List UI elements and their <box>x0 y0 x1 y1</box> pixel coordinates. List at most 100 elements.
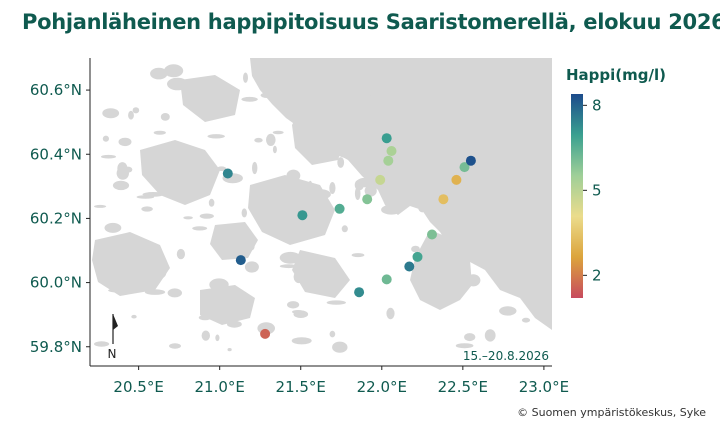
islet <box>369 92 381 97</box>
islet <box>309 260 329 273</box>
islet <box>297 110 310 117</box>
islet <box>369 94 376 101</box>
islet <box>295 137 314 144</box>
islet <box>218 228 225 239</box>
station-points <box>222 133 476 339</box>
islet <box>201 330 210 341</box>
islet <box>266 133 276 146</box>
station-point <box>427 229 437 240</box>
islet <box>416 155 422 164</box>
x-tick-label: 21.5°E <box>276 378 326 396</box>
islet <box>151 266 167 280</box>
y-tick-label: 60.6°N <box>30 81 82 99</box>
island-aland-side <box>92 232 170 296</box>
islet <box>329 182 336 194</box>
islet <box>411 245 420 253</box>
station-point <box>386 146 397 156</box>
islet <box>117 162 128 175</box>
islet <box>150 67 168 80</box>
island-south-2 <box>292 250 350 298</box>
islet <box>108 288 130 293</box>
islet <box>356 177 375 188</box>
islet <box>286 169 301 182</box>
islet <box>365 175 372 180</box>
islet <box>486 163 496 170</box>
islet <box>272 130 284 135</box>
islet <box>231 294 244 303</box>
islet <box>451 240 466 244</box>
station-point <box>438 194 449 205</box>
islet <box>293 270 304 284</box>
islet <box>216 166 227 171</box>
islet <box>244 261 259 273</box>
islet <box>227 348 232 352</box>
islet <box>291 337 312 345</box>
islet <box>386 307 395 320</box>
y-tick-label: 59.8°N <box>30 338 82 356</box>
islet <box>292 205 298 218</box>
island-center-1 <box>248 175 335 245</box>
islet <box>332 341 348 353</box>
islet <box>199 213 214 219</box>
islet <box>136 195 155 199</box>
islet <box>94 204 107 208</box>
islet <box>514 291 536 297</box>
islet <box>354 187 361 200</box>
station-point <box>334 203 345 214</box>
colorbar-tick-label: 2 <box>592 266 602 284</box>
peninsula-shape <box>410 230 472 310</box>
y-tick-labels: 60.6°N 60.4°N 60.2°N 60.0°N 59.8°N <box>30 81 90 356</box>
islet <box>252 161 258 175</box>
islet <box>312 80 322 89</box>
islet <box>444 106 452 110</box>
station-point <box>375 174 386 185</box>
islet <box>167 77 188 91</box>
islet <box>102 135 109 142</box>
island-north-west <box>180 75 240 122</box>
station-point <box>362 194 373 205</box>
islet <box>287 301 300 309</box>
islet <box>279 251 301 264</box>
islet <box>382 88 396 95</box>
colorbar-title: Happi(mg/l) <box>566 66 666 84</box>
islet <box>331 145 342 151</box>
islet <box>186 175 203 186</box>
islet <box>176 248 185 260</box>
station-point <box>459 162 470 173</box>
station-point <box>297 210 308 221</box>
y-tick-label: 60.4°N <box>30 145 82 163</box>
islet <box>249 242 255 251</box>
islet <box>351 253 365 258</box>
credit-text: © Suomen ympäristökeskus, Syke <box>517 406 706 419</box>
islet <box>164 64 184 78</box>
islet <box>241 208 247 218</box>
station-point <box>381 133 392 144</box>
x-tick-labels: 20.5°E 21.0°E 21.5°E 22.0°E 22.5°E 23.0°E <box>113 366 569 396</box>
islet <box>243 72 248 83</box>
islet <box>337 157 345 168</box>
islet <box>406 71 414 78</box>
islet <box>276 221 293 228</box>
station-point <box>451 174 462 185</box>
islet <box>315 277 330 288</box>
station-point <box>404 261 415 272</box>
x-tick-label: 22.5°E <box>438 378 488 396</box>
station-point <box>383 155 394 166</box>
station-point <box>412 251 423 262</box>
islet <box>439 259 448 270</box>
islet <box>171 78 177 83</box>
islet <box>167 288 182 298</box>
y-tick-label: 60.0°N <box>30 274 82 292</box>
islet <box>272 145 277 154</box>
islet <box>260 92 274 99</box>
colorbar <box>571 94 583 298</box>
islet <box>464 333 476 342</box>
islet <box>499 306 517 316</box>
islet <box>192 226 208 231</box>
islet <box>279 264 298 269</box>
islet <box>418 203 427 213</box>
islet <box>207 134 225 139</box>
islet <box>131 314 137 319</box>
chart-title: Pohjanläheinen happipitoisuus Saaristome… <box>22 10 720 34</box>
